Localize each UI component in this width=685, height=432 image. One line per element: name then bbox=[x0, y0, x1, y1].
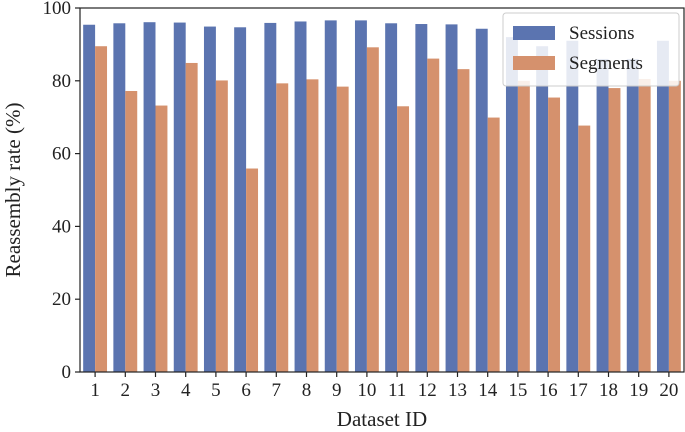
bar-sessions-8 bbox=[294, 21, 307, 372]
plot-frame bbox=[79, 7, 685, 373]
bar-segments-20 bbox=[668, 80, 681, 373]
bar-segments-6 bbox=[246, 168, 259, 372]
bar-sessions-6 bbox=[234, 27, 247, 372]
x-tick-label-9: 9 bbox=[332, 380, 342, 401]
bar-segments-13 bbox=[457, 69, 470, 373]
x-tick-label-17: 17 bbox=[569, 380, 588, 401]
y-axis-label: Reassembly rate (%) bbox=[1, 103, 25, 278]
bar-sessions-5 bbox=[203, 26, 216, 373]
bar-segments-11 bbox=[397, 106, 410, 372]
y-tick-label-60: 60 bbox=[52, 144, 71, 165]
bar-segments-2 bbox=[125, 90, 138, 373]
bar-segments-8 bbox=[306, 79, 319, 372]
bar-segments-12 bbox=[427, 58, 440, 372]
y-tick-label-80: 80 bbox=[52, 71, 71, 92]
x-tick-label-20: 20 bbox=[659, 380, 678, 401]
bar-segments-16 bbox=[548, 97, 561, 372]
legend: Sessions Segments bbox=[502, 12, 680, 87]
x-tick-label-5: 5 bbox=[211, 380, 221, 401]
bar-segments-17 bbox=[578, 125, 591, 372]
bar-sessions-14 bbox=[475, 28, 488, 372]
bar-segments-5 bbox=[215, 80, 228, 372]
bar-sessions-10 bbox=[354, 20, 367, 372]
bar-sessions-17 bbox=[566, 40, 579, 372]
x-axis-label: Dataset ID bbox=[337, 407, 427, 431]
y-axis-ticks: 0 20 40 60 80 100 bbox=[43, 0, 80, 383]
bar-segments-1 bbox=[95, 46, 108, 372]
legend-swatch-sessions bbox=[513, 26, 555, 40]
y-tick-label-100: 100 bbox=[43, 0, 72, 19]
y-tick-label-20: 20 bbox=[52, 289, 71, 310]
bars-group bbox=[83, 20, 681, 373]
bar-sessions-4 bbox=[173, 22, 186, 373]
x-tick-label-19: 19 bbox=[629, 380, 648, 401]
bar-sessions-13 bbox=[445, 24, 458, 372]
bar-sessions-12 bbox=[415, 24, 428, 373]
legend-swatch-segments bbox=[513, 56, 555, 70]
bar-sessions-9 bbox=[324, 20, 337, 372]
y-tick-label-0: 0 bbox=[62, 362, 72, 383]
x-tick-label-14: 14 bbox=[478, 380, 498, 401]
bar-sessions-19 bbox=[626, 58, 639, 373]
bar-sessions-11 bbox=[385, 23, 398, 372]
bar-segments-15 bbox=[517, 80, 530, 373]
x-tick-label-18: 18 bbox=[599, 380, 618, 401]
x-tick-label-10: 10 bbox=[357, 380, 376, 401]
legend-label-sessions: Sessions bbox=[569, 23, 634, 44]
bar-sessions-18 bbox=[596, 58, 609, 373]
bar-segments-9 bbox=[336, 86, 349, 373]
y-tick-label-40: 40 bbox=[52, 216, 71, 237]
bar-segments-18 bbox=[608, 88, 621, 372]
bar-sessions-15 bbox=[505, 37, 518, 373]
bar-segments-19 bbox=[638, 78, 651, 372]
x-tick-label-8: 8 bbox=[302, 380, 312, 401]
x-tick-label-2: 2 bbox=[121, 380, 131, 401]
x-tick-label-15: 15 bbox=[508, 380, 527, 401]
x-tick-label-16: 16 bbox=[539, 380, 558, 401]
bar-sessions-3 bbox=[143, 22, 156, 372]
bar-sessions-7 bbox=[264, 22, 277, 372]
bar-segments-10 bbox=[366, 47, 379, 373]
bar-segments-4 bbox=[185, 62, 198, 373]
x-tick-label-12: 12 bbox=[418, 380, 437, 401]
bar-segments-7 bbox=[276, 83, 289, 372]
x-tick-label-11: 11 bbox=[388, 380, 406, 401]
x-tick-label-1: 1 bbox=[90, 380, 100, 401]
bar-sessions-16 bbox=[536, 46, 549, 372]
bar-sessions-1 bbox=[83, 24, 96, 373]
bar-segments-3 bbox=[155, 105, 168, 373]
bar-sessions-20 bbox=[656, 40, 669, 372]
x-axis-ticks: 1 2 3 4 5 6 7 8 9 10 11 12 13 14 15 16 17 18 19 20 bbox=[90, 372, 678, 401]
legend-label-segments: Segments bbox=[569, 53, 643, 74]
bar-sessions-2 bbox=[113, 23, 126, 372]
x-tick-label-3: 3 bbox=[151, 380, 161, 401]
x-tick-label-13: 13 bbox=[448, 380, 467, 401]
x-tick-label-6: 6 bbox=[241, 380, 251, 401]
x-tick-label-7: 7 bbox=[272, 380, 282, 401]
bar-segments-14 bbox=[487, 117, 500, 372]
x-tick-label-4: 4 bbox=[181, 380, 191, 401]
